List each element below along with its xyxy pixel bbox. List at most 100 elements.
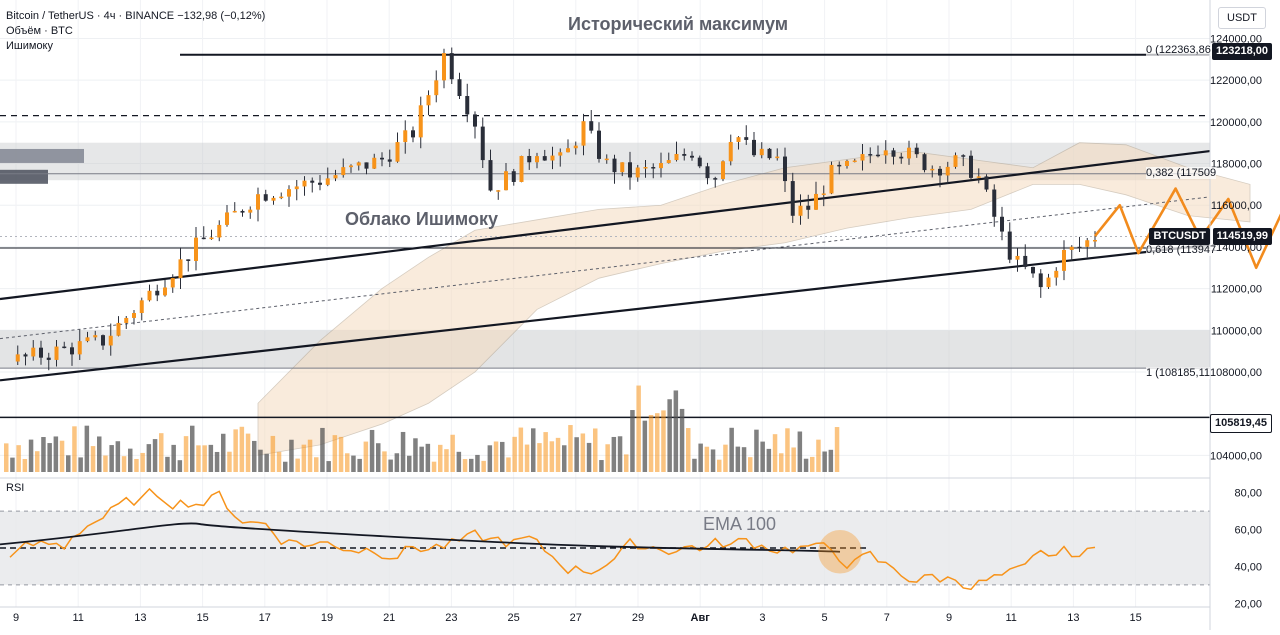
candle-down <box>542 156 547 161</box>
volume-legend[interactable]: Объём · BTC <box>6 25 73 37</box>
candle-down <box>1077 246 1082 249</box>
volume-bar <box>766 448 772 472</box>
candle-down <box>783 156 787 182</box>
candle-down <box>969 155 973 178</box>
volume-bar <box>605 444 610 472</box>
demand-zone <box>0 330 1210 368</box>
axes: 124000,00122000,00120000,00118000,001160… <box>0 0 1262 630</box>
volume-bar <box>642 420 648 472</box>
volume-bar <box>363 441 369 472</box>
volume-bar <box>66 455 71 472</box>
time-tick-label: 17 <box>259 612 271 624</box>
candle-down <box>752 139 756 156</box>
candle-down <box>597 130 601 159</box>
volume-bar <box>22 459 28 472</box>
candle-down <box>70 347 74 355</box>
volume-bar <box>828 449 834 472</box>
candle-up <box>798 205 803 216</box>
volume-bar <box>413 438 418 472</box>
volume-bar <box>72 426 77 472</box>
volume-bar <box>500 441 505 472</box>
time-tick-label: 11 <box>1005 612 1016 624</box>
candle-down <box>465 96 470 115</box>
projection-zigzag <box>1093 187 1280 270</box>
fib-0-label: 0 (122363,86 <box>1146 44 1211 56</box>
candle-down <box>457 79 462 97</box>
volume-bar <box>177 460 183 472</box>
volume-bar <box>190 425 195 472</box>
price-tick-label: 122000,00 <box>1210 75 1262 87</box>
rsi-tick-label: 80,00 <box>1234 488 1262 500</box>
candle-down <box>62 346 67 349</box>
volume-bar <box>438 444 443 472</box>
candle-down <box>1038 273 1043 288</box>
candle-down <box>39 347 43 358</box>
volume-bar <box>810 456 815 472</box>
candle-up <box>775 156 780 159</box>
rsi-highlight-circle <box>818 529 862 574</box>
candle-up <box>604 158 609 161</box>
candle-up <box>674 153 679 161</box>
candle-up <box>852 160 857 163</box>
candle-down <box>480 126 485 161</box>
candle-down <box>767 148 772 159</box>
candle-down <box>155 290 160 296</box>
volume-bar <box>134 458 139 472</box>
volume-bar <box>686 428 691 472</box>
ath-price-tag: 123218,00 <box>1212 43 1272 60</box>
candle-up <box>883 150 888 156</box>
candle-down <box>868 154 873 156</box>
candle-up <box>1046 277 1051 288</box>
candle-down <box>1007 231 1012 260</box>
volume-bar <box>307 439 313 472</box>
candle-up <box>1093 239 1097 242</box>
candle-up <box>349 165 353 168</box>
volume-bar <box>103 455 108 472</box>
candle-down <box>1031 266 1035 274</box>
volume-bar <box>506 457 511 472</box>
candle-down <box>201 237 206 240</box>
volume-bar <box>475 454 480 472</box>
candle-down <box>984 176 989 190</box>
symbol-name[interactable]: Bitcoin / TetherUS · 4ч · BINANCE <box>6 10 175 22</box>
volume-bar <box>487 445 493 472</box>
candle-up <box>930 168 935 171</box>
candle-up <box>907 147 911 159</box>
candle-up <box>1062 249 1066 271</box>
volume-bar <box>338 436 344 472</box>
volume-bar <box>4 443 9 472</box>
volume-bar <box>382 451 387 472</box>
volume-bar <box>10 457 15 472</box>
candle-down <box>651 167 656 169</box>
time-tick-label: 29 <box>632 612 644 624</box>
volume-bar <box>816 439 821 472</box>
volume-bar <box>84 425 90 472</box>
volume-bar <box>59 440 65 472</box>
horizontal-zones <box>0 142 1210 368</box>
time-tick-label: 19 <box>321 612 333 624</box>
candle-down <box>628 162 632 178</box>
candles <box>15 47 1097 371</box>
candle-down <box>380 157 384 160</box>
symbol-legend[interactable]: Bitcoin / TetherUS · 4ч · BINANCE −132,9… <box>6 10 265 23</box>
time-tick-label: Авг <box>691 612 711 624</box>
current-price-tag: 114519,99 <box>1212 228 1272 245</box>
trend-lines <box>0 149 1211 382</box>
ichimoku-legend[interactable]: Ишимоку <box>6 40 53 52</box>
candle-up <box>256 194 260 210</box>
candle-down <box>914 147 919 155</box>
candle-down <box>899 156 904 159</box>
volume-bar <box>791 447 796 472</box>
candle-up <box>434 80 439 96</box>
volume-bar <box>611 436 617 472</box>
volume-bar <box>264 453 269 472</box>
candle-down <box>449 53 454 80</box>
rsi-title[interactable]: RSI <box>6 482 25 494</box>
candle-up <box>124 317 129 323</box>
projection-path <box>1093 187 1280 270</box>
candle-down <box>101 335 105 346</box>
volume-bar <box>128 448 133 472</box>
currency-button[interactable]: USDT <box>1218 7 1266 29</box>
